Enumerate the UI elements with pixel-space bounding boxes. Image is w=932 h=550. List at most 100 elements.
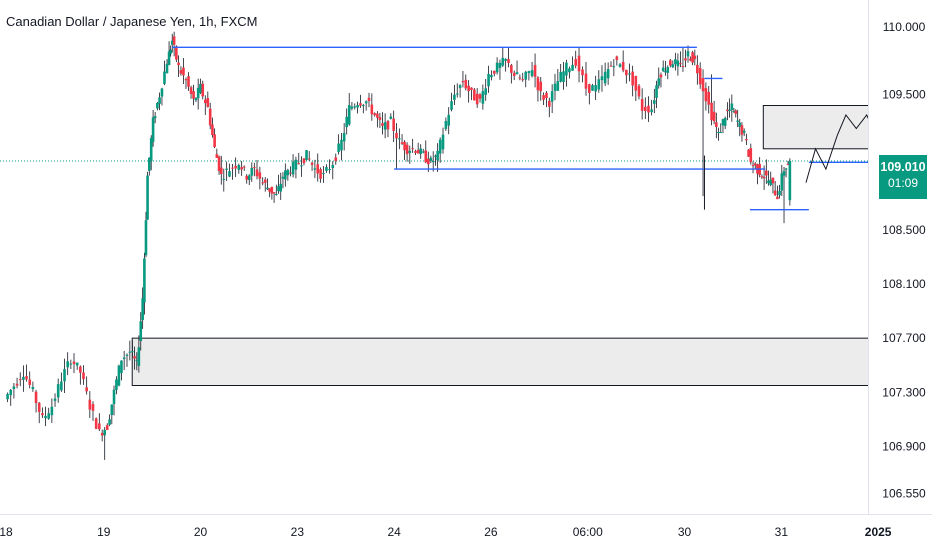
y-tick-label: 109.500	[882, 88, 926, 102]
candle-body	[696, 64, 699, 74]
candle-body	[416, 149, 420, 154]
candle-body	[133, 356, 136, 359]
candle-body	[481, 91, 485, 104]
candle-body	[478, 94, 482, 99]
candle-body	[322, 173, 325, 175]
candle-body	[436, 150, 439, 161]
candle-body	[475, 93, 479, 105]
candle-body	[261, 182, 265, 184]
candle-body	[686, 51, 690, 57]
candle-body	[615, 56, 619, 60]
x-tick-label: 18	[0, 525, 13, 539]
candle-body	[444, 120, 448, 130]
candle-body	[373, 113, 376, 116]
candle-body	[530, 70, 534, 77]
candle-body	[69, 363, 73, 365]
candle-body	[504, 58, 507, 61]
demand-zone	[131, 337, 868, 387]
candle-body	[760, 176, 764, 178]
candle-body	[66, 361, 69, 368]
candle-body	[684, 58, 687, 61]
candle-body	[438, 139, 442, 154]
candle-body	[577, 55, 581, 72]
candle-body	[408, 150, 412, 153]
candle-body	[231, 167, 234, 169]
candle-body	[53, 398, 57, 401]
candle-body	[85, 387, 88, 392]
candle-body	[370, 104, 374, 115]
candle-body	[172, 36, 176, 45]
candle-body	[653, 100, 656, 104]
candle-body	[313, 168, 317, 170]
candle-body	[389, 116, 393, 119]
candle-body	[782, 171, 786, 176]
candle-body	[139, 321, 143, 342]
candle-body	[562, 71, 565, 83]
candle-body	[286, 169, 290, 176]
candle-body	[628, 73, 631, 75]
candle-body	[225, 168, 228, 170]
candle-body	[618, 64, 622, 67]
candle-body	[211, 124, 214, 136]
candle-body	[769, 179, 773, 185]
candle-body	[661, 67, 665, 72]
candle-body	[788, 160, 792, 201]
candle-body	[734, 110, 738, 114]
candle-body	[100, 432, 104, 436]
candle-body	[732, 111, 736, 113]
candle-body	[745, 139, 748, 141]
candle-body	[291, 161, 295, 175]
candle-body	[160, 88, 164, 97]
candle-body	[669, 60, 672, 66]
candle-body	[689, 58, 692, 61]
candle-body	[275, 193, 278, 195]
candle-body	[310, 162, 314, 165]
candle-body	[247, 175, 251, 181]
candle-body	[192, 91, 195, 99]
candle-body	[189, 87, 193, 94]
candle-body	[414, 151, 417, 153]
candle-body	[749, 148, 753, 163]
candle-body	[120, 360, 123, 374]
candle-body	[461, 81, 465, 83]
candle-body	[94, 418, 98, 429]
candle-body	[137, 347, 141, 366]
candle-body	[612, 66, 616, 68]
candle-body	[501, 57, 505, 66]
candle-body	[400, 142, 404, 144]
candle-body	[364, 101, 368, 104]
candle-body	[762, 176, 766, 179]
candle-body	[429, 157, 433, 161]
candle-body	[736, 120, 739, 122]
candle-body	[467, 85, 470, 92]
x-tick-label: 19	[97, 525, 111, 539]
candle-body	[719, 132, 723, 134]
candle-body	[698, 68, 702, 85]
candle-body	[644, 106, 647, 112]
candle-body	[715, 122, 718, 127]
candle-body	[398, 138, 401, 140]
candle-body	[345, 116, 348, 128]
candle-body	[553, 83, 557, 91]
candle-body	[536, 77, 540, 91]
candle-body	[507, 58, 510, 63]
candle-body	[208, 108, 212, 126]
candle-body	[253, 167, 256, 169]
candle-body	[122, 357, 126, 360]
candle-body	[707, 91, 711, 105]
candle-body	[149, 138, 153, 162]
candle-body	[455, 93, 459, 95]
candle-body	[693, 55, 697, 60]
candle-body	[263, 179, 267, 183]
current-price-label: 109.010	[880, 160, 926, 174]
candle-body	[367, 97, 371, 102]
candle-body	[266, 187, 269, 190]
candle-body	[776, 196, 779, 200]
candle-body	[105, 425, 109, 431]
candle-body	[361, 105, 365, 107]
candle-body	[421, 151, 425, 153]
candle-body	[44, 415, 47, 419]
candle-body	[657, 78, 661, 86]
